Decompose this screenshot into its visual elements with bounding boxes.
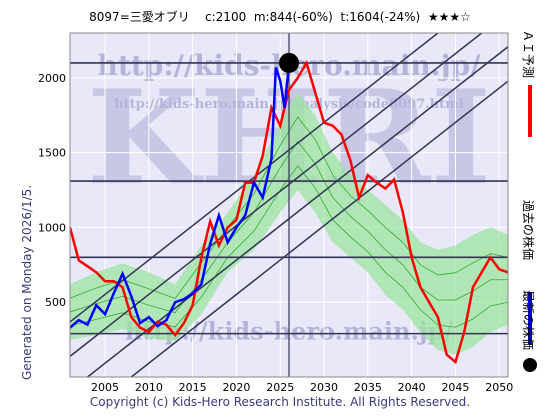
max-drawdown: m:844(-60%)	[253, 10, 333, 24]
legend-label: ＡＩ予測	[521, 30, 535, 79]
x-tick-label: 2045	[441, 381, 469, 394]
x-tick-label: 2040	[398, 381, 426, 394]
legend-dot-marker	[523, 358, 537, 372]
trend-line	[70, 33, 439, 323]
target-price: t:1604(-24%)	[340, 10, 421, 24]
x-tick-label: 2035	[354, 381, 382, 394]
x-tick-label: 2005	[91, 381, 119, 394]
trend-line	[87, 45, 508, 377]
x-tick-label: 2010	[135, 381, 163, 394]
x-tick-label: 2015	[179, 381, 207, 394]
plot-frame	[69, 32, 509, 378]
latest-price-dot	[279, 52, 299, 73]
ai-forecast-line	[70, 59, 508, 365]
chart-header: 8097=三愛オブリ c:2100 m:844(-60%) t:1604(-24…	[0, 8, 560, 25]
legend-line-marker	[528, 292, 532, 344]
trend-line	[130, 80, 508, 377]
x-tick-label: 2030	[310, 381, 338, 394]
x-tick-label: 2020	[222, 381, 250, 394]
x-tick-label: 2050	[485, 381, 513, 394]
forecast-band	[70, 92, 508, 355]
legend-line-marker	[528, 85, 532, 137]
generated-date: Generated on Monday 2026/1/5.	[20, 184, 34, 380]
past-price-line	[70, 62, 291, 329]
rating-stars: ★★★☆	[427, 10, 471, 24]
trend-line	[70, 33, 483, 358]
y-tick-label: 1500	[38, 147, 66, 160]
x-tick-label: 2025	[266, 381, 294, 394]
y-tick-label: 2000	[38, 72, 66, 85]
y-tick-label: 500	[45, 296, 66, 309]
y-tick-label: 1000	[38, 221, 66, 234]
legend-label: 最新の株価	[521, 290, 535, 351]
legend-label: 過去の株価	[521, 200, 535, 261]
current-price: c:2100	[205, 10, 247, 24]
copyright: Copyright (c) Kids-Hero Research Institu…	[89, 395, 471, 409]
stock-code-name: 8097=三愛オブリ	[89, 10, 190, 24]
